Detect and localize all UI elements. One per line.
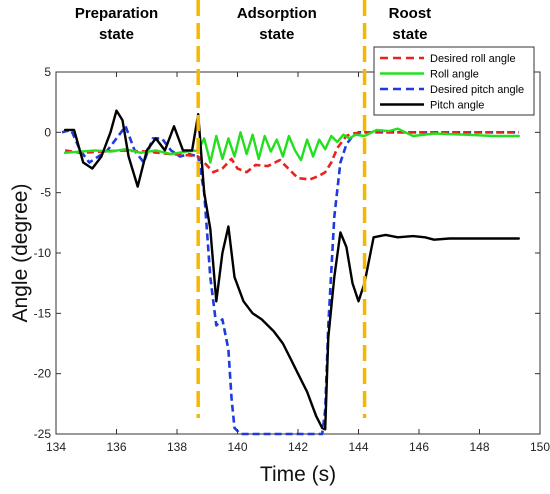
y-tick-label: -15 bbox=[34, 306, 52, 320]
y-tick-label: 5 bbox=[44, 65, 51, 79]
legend-label: Pitch angle bbox=[430, 100, 484, 112]
x-tick-label: 138 bbox=[167, 440, 187, 454]
legend-label: Roll angle bbox=[430, 69, 479, 81]
x-tick-label: 140 bbox=[227, 440, 247, 454]
state-label: state bbox=[99, 26, 134, 43]
state-label: Adsorption bbox=[237, 5, 317, 22]
series-line-desired-pitch-angle bbox=[61, 125, 519, 436]
state-label: Preparation bbox=[75, 5, 158, 22]
x-tick-label: 148 bbox=[469, 440, 489, 454]
series-line-pitch-angle bbox=[63, 109, 520, 431]
y-tick-label: -25 bbox=[34, 427, 52, 441]
x-tick-label: 144 bbox=[348, 440, 368, 454]
state-label: state bbox=[392, 26, 427, 43]
series-line-desired-roll-angle bbox=[64, 131, 519, 181]
x-axis-title: Time (s) bbox=[260, 463, 336, 486]
x-tick-label: 142 bbox=[288, 440, 308, 454]
y-tick-label: -10 bbox=[34, 246, 52, 260]
y-tick-label: 0 bbox=[44, 125, 51, 139]
plot-frame bbox=[55, 71, 541, 435]
legend-label: Desired pitch angle bbox=[430, 84, 524, 96]
y-axis-title: Angle (degree) bbox=[9, 184, 32, 323]
y-tick-label: -5 bbox=[40, 186, 51, 200]
state-labels: Preparation state Adsorption state Roost stat… bbox=[75, 5, 431, 43]
y-tick-label: -20 bbox=[34, 367, 52, 381]
state-label: state bbox=[259, 26, 294, 43]
state-label: Roost bbox=[389, 5, 432, 22]
x-tick-label: 134 bbox=[46, 440, 66, 454]
x-tick-label: 136 bbox=[106, 440, 126, 454]
x-tick-label: 150 bbox=[530, 440, 550, 454]
axis-ticks: 134 136 138 140 142 144 146 148 150 5 0 -5 -10 -15 -20… bbox=[34, 65, 550, 454]
legend-label: Desired roll angle bbox=[430, 53, 516, 65]
plot-area bbox=[55, 71, 541, 435]
legend: Desired roll angle Roll angle Desired pitc… bbox=[373, 46, 535, 116]
state-boundaries bbox=[196, 0, 367, 418]
x-tick-label: 146 bbox=[409, 440, 429, 454]
series-layer bbox=[61, 109, 520, 436]
series-line-roll-angle bbox=[63, 127, 520, 164]
